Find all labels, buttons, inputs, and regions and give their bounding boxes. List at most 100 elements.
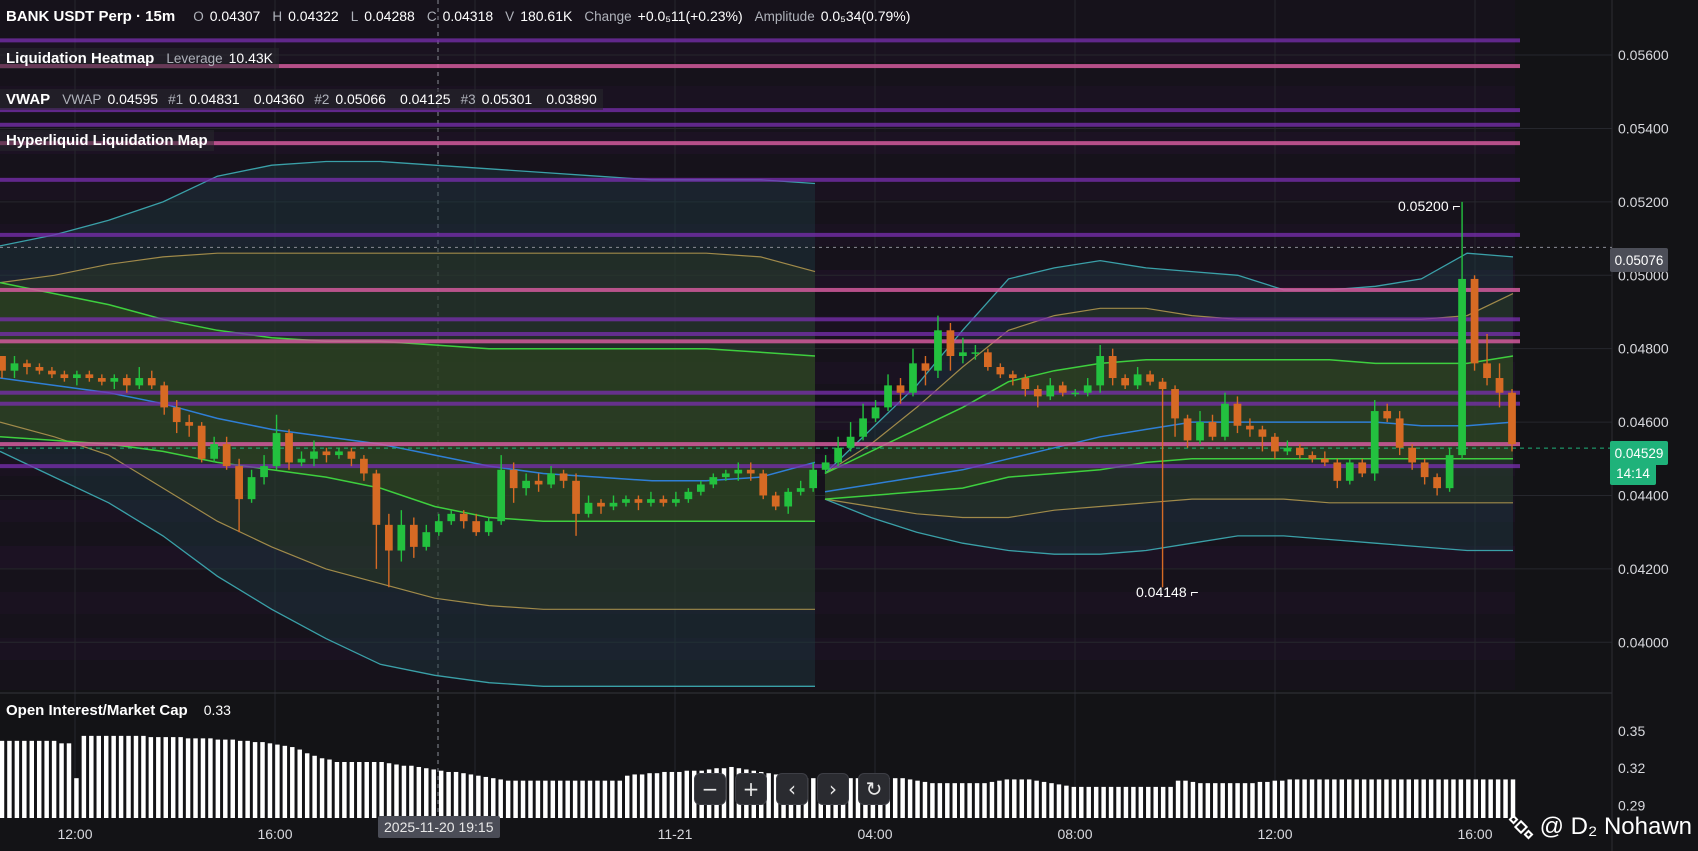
oi-bar (1257, 781, 1263, 818)
candle-body (659, 499, 668, 503)
oi-bar (550, 780, 556, 818)
oi-bar (1242, 783, 1248, 818)
oi-bar (51, 740, 57, 818)
candle-body (771, 495, 780, 507)
oi-bar (1466, 779, 1471, 818)
oi-bar (669, 771, 675, 818)
candle-body (222, 444, 231, 467)
candle-body (135, 378, 144, 386)
oi-bar (431, 769, 436, 818)
oi-bar (141, 735, 146, 818)
oi-bar (1034, 780, 1039, 818)
candle-body (322, 451, 331, 456)
candle-body (759, 473, 768, 496)
liquidation-level (0, 401, 1520, 406)
candle-body (247, 477, 256, 500)
candle-body (959, 352, 967, 357)
candle-body (1121, 378, 1130, 386)
countdown-tag: 14:14 (1610, 461, 1656, 485)
oi-bar (1041, 781, 1047, 818)
candle-body (1333, 462, 1342, 481)
band2-upper-value: 0.05066 (335, 91, 386, 107)
amplitude-key: Amplitude (754, 9, 815, 24)
candle-body (1320, 458, 1329, 463)
oi-bar (1421, 779, 1426, 818)
zoom-out-button[interactable]: − (694, 773, 726, 805)
scroll-right-button[interactable]: › (817, 773, 849, 805)
vwap-legend[interactable]: VWAP VWAP 0.04595 #1 0.04831 0.04360 #2 0.05… (0, 89, 603, 110)
time-axis-label: 12:00 (1257, 826, 1292, 842)
candle-body (310, 451, 318, 459)
candle-body (484, 521, 493, 533)
oi-bar (1079, 786, 1084, 818)
oi-bar (1190, 781, 1196, 818)
watermark: @ D₂ Nohawn (1508, 813, 1692, 841)
candle-body (1058, 385, 1067, 393)
oi-bar (386, 763, 392, 818)
oi-bar (543, 780, 548, 818)
oi-bar (1056, 784, 1062, 818)
oi-bar (74, 778, 79, 818)
oi-bar (945, 783, 950, 818)
band3-lower-value: 0.03890 (546, 91, 597, 107)
oi-bar (1503, 779, 1508, 818)
oi-bar (1049, 783, 1054, 818)
liquidation-heatmap-legend[interactable]: Liquidation Heatmap Leverage 10.43K (0, 48, 280, 69)
time-axis-label: 12:00 (57, 826, 92, 842)
oi-bar (498, 779, 503, 818)
close-value: 0.04318 (442, 8, 494, 24)
oi-bar (1391, 779, 1397, 818)
oi-bar (118, 735, 124, 818)
candle-body (1008, 374, 1017, 379)
oi-bar (1071, 786, 1077, 818)
oi-bar (223, 739, 228, 818)
scroll-left-button[interactable]: ‹ (776, 773, 808, 805)
candle-body (1283, 447, 1292, 452)
candle-body (1271, 436, 1279, 452)
candle-body (1208, 422, 1217, 437)
oi-bar (520, 780, 526, 818)
oi-bar (357, 762, 362, 818)
oi-bar (349, 762, 355, 818)
reset-chart-button[interactable]: ↻ (858, 773, 890, 805)
oi-bar (0, 740, 5, 818)
candle-body (1420, 462, 1429, 478)
hyperliquid-map-legend[interactable]: Hyperliquid Liquidation Map (0, 130, 214, 151)
liquidation-level (0, 122, 1520, 127)
oi-bar (29, 740, 35, 818)
candle-body (996, 367, 1005, 375)
liquidation-level (0, 442, 1520, 447)
amplitude-value: 0.0₅34(0.79%) (820, 8, 911, 24)
open-interest-legend[interactable]: Open Interest/Market Cap 0.33 (0, 702, 231, 719)
candle-body (784, 491, 793, 507)
zoom-in-button[interactable]: + (735, 773, 767, 805)
oi-bar (148, 737, 154, 818)
oi-bar (237, 740, 243, 818)
low-marker-value: 0.04148 (1136, 584, 1187, 600)
candle-body (509, 469, 518, 489)
candle-body (672, 499, 680, 503)
oi-bar (438, 770, 444, 818)
vwap-band-3-lower (0, 450, 815, 687)
oi-bar (892, 778, 898, 818)
candle-body (647, 499, 655, 503)
symbol-title[interactable]: BANK USDT Perp · 15m (6, 8, 176, 25)
volume-key: V (505, 9, 515, 24)
oi-bar (937, 783, 943, 818)
high-marker-value: 0.05200 (1398, 198, 1449, 214)
oi-bar (1369, 779, 1374, 818)
vwap-value: 0.04595 (107, 91, 159, 107)
hyperliquid-map-title: Hyperliquid Liquidation Map (6, 132, 208, 149)
liquidation-heatmap-title: Liquidation Heatmap (6, 50, 155, 67)
candle-body (572, 480, 580, 514)
candle-body (871, 407, 880, 419)
oi-bar (394, 764, 399, 818)
candle-body (422, 532, 431, 547)
refresh-icon: ↻ (865, 777, 883, 801)
candle-body (1233, 403, 1242, 426)
band1-key: #1 (168, 92, 184, 107)
oi-bar (1376, 779, 1382, 818)
leverage-value: 10.43K (228, 50, 274, 66)
candle-body (1033, 389, 1042, 397)
